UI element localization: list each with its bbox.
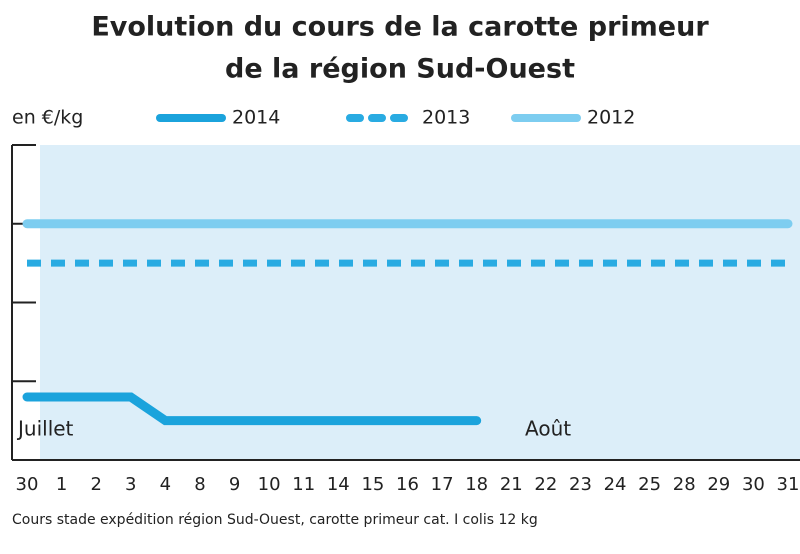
y-axis-label: en €/kg [12,107,83,129]
x-tick-label: 31 [777,474,800,495]
x-tick-label: 28 [673,474,696,495]
x-tick-label: 22 [534,474,557,495]
x-tick-label: 30 [16,474,39,495]
legend-label: 2014 [232,107,280,129]
x-tick-label: 8 [194,474,205,495]
chart-title: de la région Sud-Ouest [225,54,575,85]
series-line [22,392,482,426]
x-tick-label: 15 [361,474,384,495]
x-tick-label: 18 [465,474,488,495]
x-tick-label: 30 [742,474,765,495]
x-tick-label: 29 [707,474,730,495]
x-tick-label: 3 [125,474,136,495]
legend-label: 2013 [422,107,470,129]
footnote: Cours stade expédition région Sud-Ouest,… [12,512,538,528]
chart-title: Evolution du cours de la carotte primeur [91,12,709,43]
x-tick-label: 17 [431,474,454,495]
legend-label: 2012 [587,107,635,129]
x-tick-label: 9 [229,474,240,495]
month-label: Août [525,417,571,441]
x-tick-label: 25 [638,474,661,495]
x-tick-label: 23 [569,474,592,495]
month-label: Juillet [16,417,74,441]
x-tick-label: 11 [292,474,315,495]
x-tick-label: 21 [500,474,523,495]
x-tick-label: 14 [327,474,350,495]
plot-background [40,145,800,460]
x-tick-label: 16 [396,474,419,495]
x-tick-label: 10 [258,474,281,495]
x-tick-label: 24 [604,474,627,495]
x-tick-label: 2 [90,474,101,495]
x-tick-label: 1 [56,474,67,495]
x-tick-label: 4 [160,474,171,495]
